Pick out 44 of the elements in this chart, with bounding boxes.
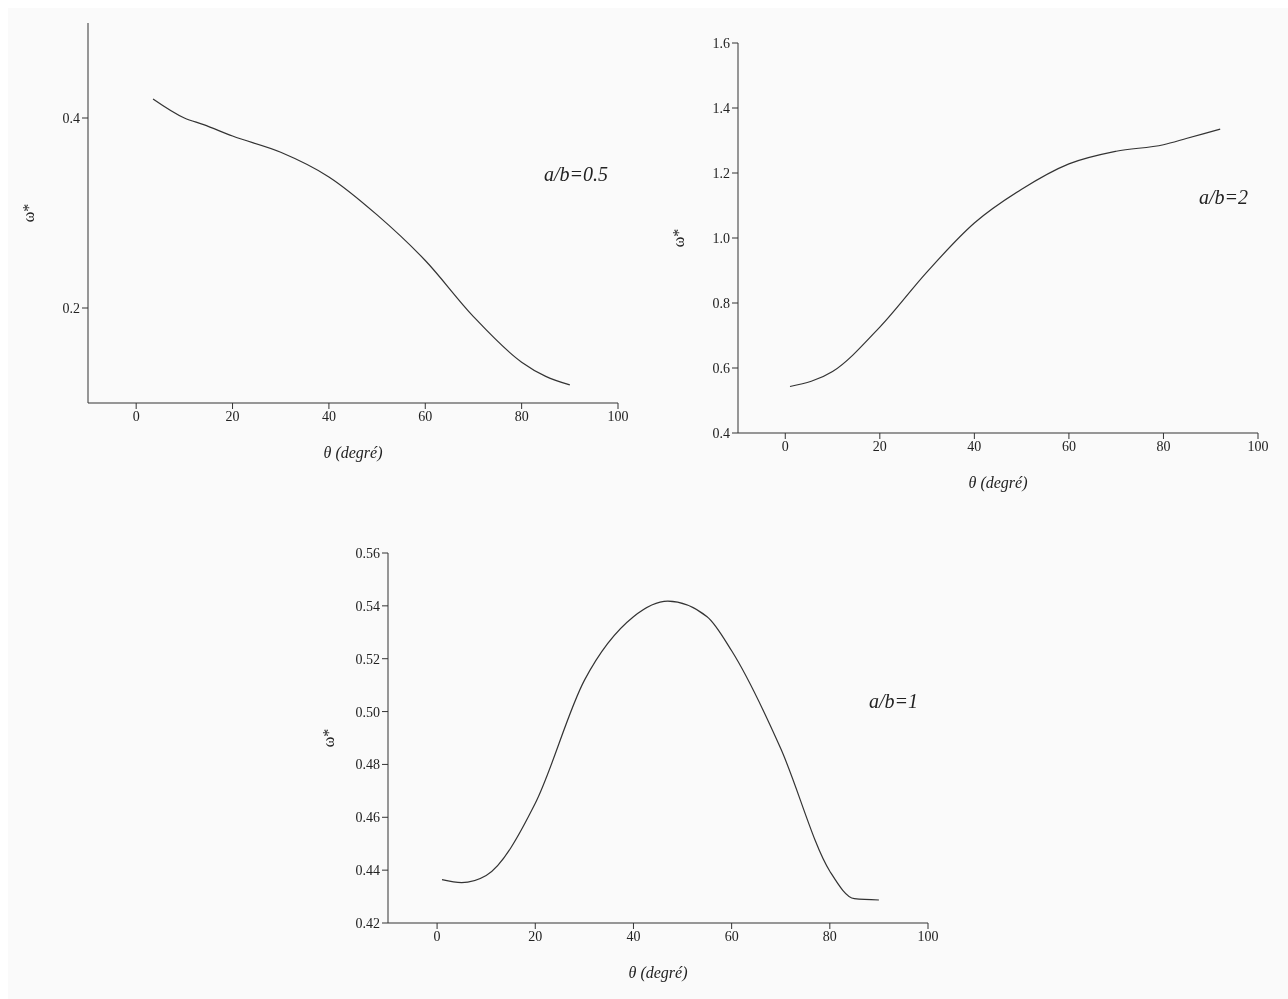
y-tick-label: 0.52 <box>355 651 380 667</box>
y-tick-label: 0.48 <box>355 757 380 773</box>
x-tick-label: 20 <box>225 408 240 424</box>
x-tick-label: 40 <box>626 928 641 944</box>
x-tick-label: 100 <box>917 928 939 944</box>
x-tick-label: 0 <box>781 438 789 454</box>
annotation: a/b=1 <box>868 689 918 713</box>
x-tick-label: 0 <box>433 928 441 944</box>
x-tick-label: 20 <box>872 438 887 454</box>
x-axis-title: θ (degré) <box>968 474 1028 492</box>
y-tick-label: 0.4 <box>712 425 730 441</box>
y-axis-title: ω* <box>19 203 37 223</box>
x-tick-label: 20 <box>528 928 543 944</box>
y-axis-title: ω* <box>669 228 687 248</box>
annotation: a/b=0.5 <box>543 163 608 187</box>
y-tick-label: 0.2 <box>62 300 80 316</box>
x-tick-label: 60 <box>1061 438 1076 454</box>
x-tick-label: 100 <box>607 408 629 424</box>
y-tick-label: 0.54 <box>355 598 380 614</box>
y-tick-label: 0.42 <box>355 915 380 931</box>
y-tick-label: 0.6 <box>712 360 730 376</box>
y-tick-label: 1.6 <box>712 35 730 51</box>
y-tick-label: 1.2 <box>712 165 730 181</box>
x-tick-label: 80 <box>514 408 529 424</box>
x-tick-label: 60 <box>724 928 739 944</box>
y-tick-label: 1.4 <box>712 100 730 116</box>
x-tick-label: 80 <box>1156 438 1171 454</box>
x-tick-label: 0 <box>132 408 140 424</box>
y-tick-label: 1.0 <box>712 230 730 246</box>
x-tick-label: 40 <box>967 438 982 454</box>
y-tick-label: 0.46 <box>355 810 380 826</box>
y-axis-title: ω* <box>319 728 337 748</box>
x-tick-label: 40 <box>321 408 336 424</box>
x-tick-label: 60 <box>418 408 433 424</box>
x-axis-title: θ (degré) <box>628 964 688 982</box>
y-tick-label: 0.4 <box>62 110 80 126</box>
y-tick-label: 0.50 <box>355 704 380 720</box>
x-axis-title: θ (degré) <box>323 444 383 462</box>
y-tick-label: 0.56 <box>355 545 380 561</box>
y-tick-label: 0.44 <box>355 863 380 879</box>
x-tick-label: 100 <box>1247 438 1269 454</box>
annotation: a/b=2 <box>1198 186 1248 210</box>
x-tick-label: 80 <box>822 928 837 944</box>
y-tick-label: 0.8 <box>712 295 730 311</box>
